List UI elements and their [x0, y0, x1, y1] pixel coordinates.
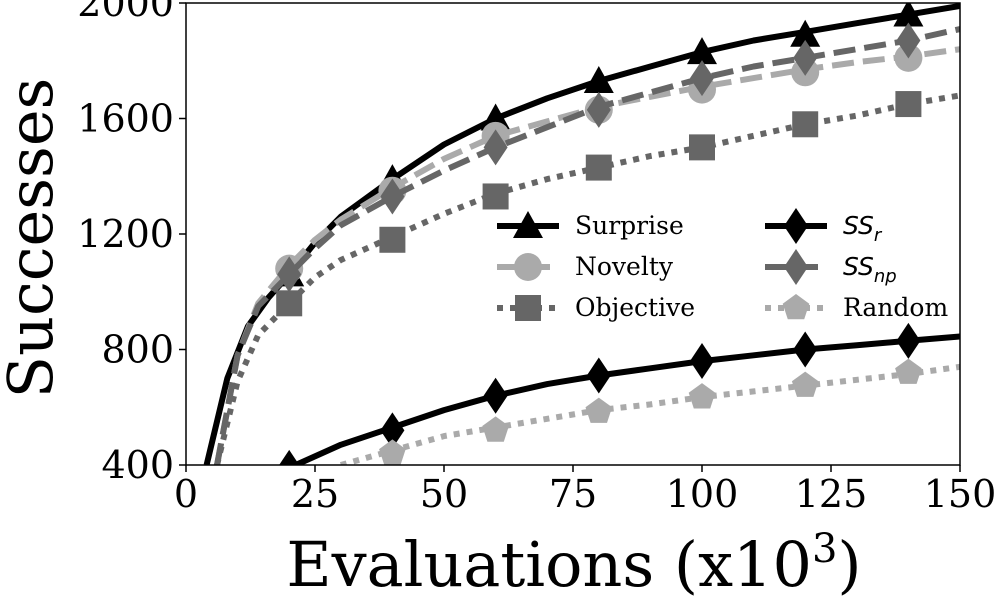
legend-item: Random	[765, 293, 948, 322]
legend-marker	[784, 249, 808, 285]
data-point-marker	[379, 439, 406, 465]
y-tick-label: 2000	[77, 0, 174, 25]
legend-label: SSr	[843, 211, 883, 246]
data-point-marker	[687, 37, 717, 65]
legend-marker	[782, 294, 810, 320]
series-line	[214, 26, 960, 465]
y-axis-label: Successes	[0, 78, 67, 399]
legend-marker	[514, 253, 542, 281]
x-tick-label: 0	[174, 472, 198, 516]
legend-item: Novelty	[497, 252, 674, 281]
legend-item: SSnp	[765, 249, 897, 287]
series-line	[339, 363, 960, 465]
series-2	[214, 91, 960, 465]
data-point-marker	[277, 256, 302, 293]
x-axis-label: Evaluations (x103)	[286, 526, 861, 600]
y-tick-label: 1200	[77, 212, 174, 256]
legend-label: Random	[843, 293, 948, 322]
x-axis-label-superscript: 3	[812, 526, 837, 572]
data-point-marker	[688, 383, 716, 409]
data-point-marker	[793, 331, 818, 368]
data-point-marker	[896, 322, 921, 359]
data-point-marker	[583, 65, 614, 93]
legend-item: Surprise	[497, 211, 684, 240]
data-point-marker	[586, 91, 611, 128]
data-point-marker	[791, 371, 819, 397]
legend-label: Novelty	[575, 252, 674, 281]
legend-label: Objective	[575, 293, 695, 322]
data-point-marker	[483, 377, 508, 414]
data-point-marker	[380, 412, 405, 449]
x-tick-label: 100	[666, 472, 739, 516]
legend-label-subscript: np	[874, 266, 897, 287]
legend-label: Surprise	[575, 211, 684, 240]
series-5	[339, 358, 960, 465]
x-tick-label: 50	[420, 472, 468, 516]
data-point-marker	[482, 416, 509, 442]
ticks-layer: 0 25 50 75 100 125 150 400 800 1200 1600 2000	[77, 0, 996, 516]
legend-label-subscript: r	[874, 225, 883, 246]
data-point-marker	[792, 111, 819, 138]
data-point-marker	[896, 22, 921, 59]
series-3	[279, 322, 960, 465]
y-tick-label: 400	[101, 443, 174, 487]
y-tick-label: 1600	[77, 97, 174, 141]
data-point-marker	[480, 103, 511, 131]
data-point-marker	[690, 60, 714, 97]
data-point-marker	[790, 19, 821, 47]
x-tick-label: 75	[549, 472, 597, 516]
x-tick-label: 150	[924, 472, 997, 516]
data-point-marker	[379, 226, 406, 253]
legend: Surprise Novelty Objective SSr SSnp Random	[497, 208, 948, 322]
data-point-marker	[690, 343, 714, 380]
legend-label: SSnp	[843, 252, 897, 287]
data-point-marker	[482, 183, 509, 210]
y-tick-label: 800	[101, 328, 174, 372]
data-point-marker	[380, 178, 405, 215]
data-point-marker	[793, 39, 818, 76]
x-tick-label: 125	[795, 472, 868, 516]
data-point-marker	[893, 3, 924, 27]
data-point-marker	[586, 357, 611, 394]
data-point-marker	[895, 358, 922, 384]
data-point-marker	[689, 134, 715, 161]
data-point-marker	[585, 154, 612, 181]
data-point-marker	[585, 397, 613, 423]
legend-marker	[784, 208, 808, 244]
legend-marker	[513, 211, 543, 238]
series-layer	[203, 3, 960, 465]
legend-item: SSr	[765, 208, 883, 246]
legend-marker	[515, 295, 541, 321]
legend-item: Objective	[497, 293, 695, 322]
x-axis-label-close: )	[837, 528, 861, 600]
data-point-marker	[279, 449, 300, 465]
data-point-marker	[483, 129, 508, 166]
data-point-marker	[895, 91, 922, 118]
series-line	[288, 333, 960, 465]
data-point-marker	[276, 290, 303, 317]
x-axis-label-main: Evaluations (x10	[286, 528, 812, 600]
x-tick-label: 25	[291, 472, 339, 516]
series-4	[214, 22, 960, 465]
